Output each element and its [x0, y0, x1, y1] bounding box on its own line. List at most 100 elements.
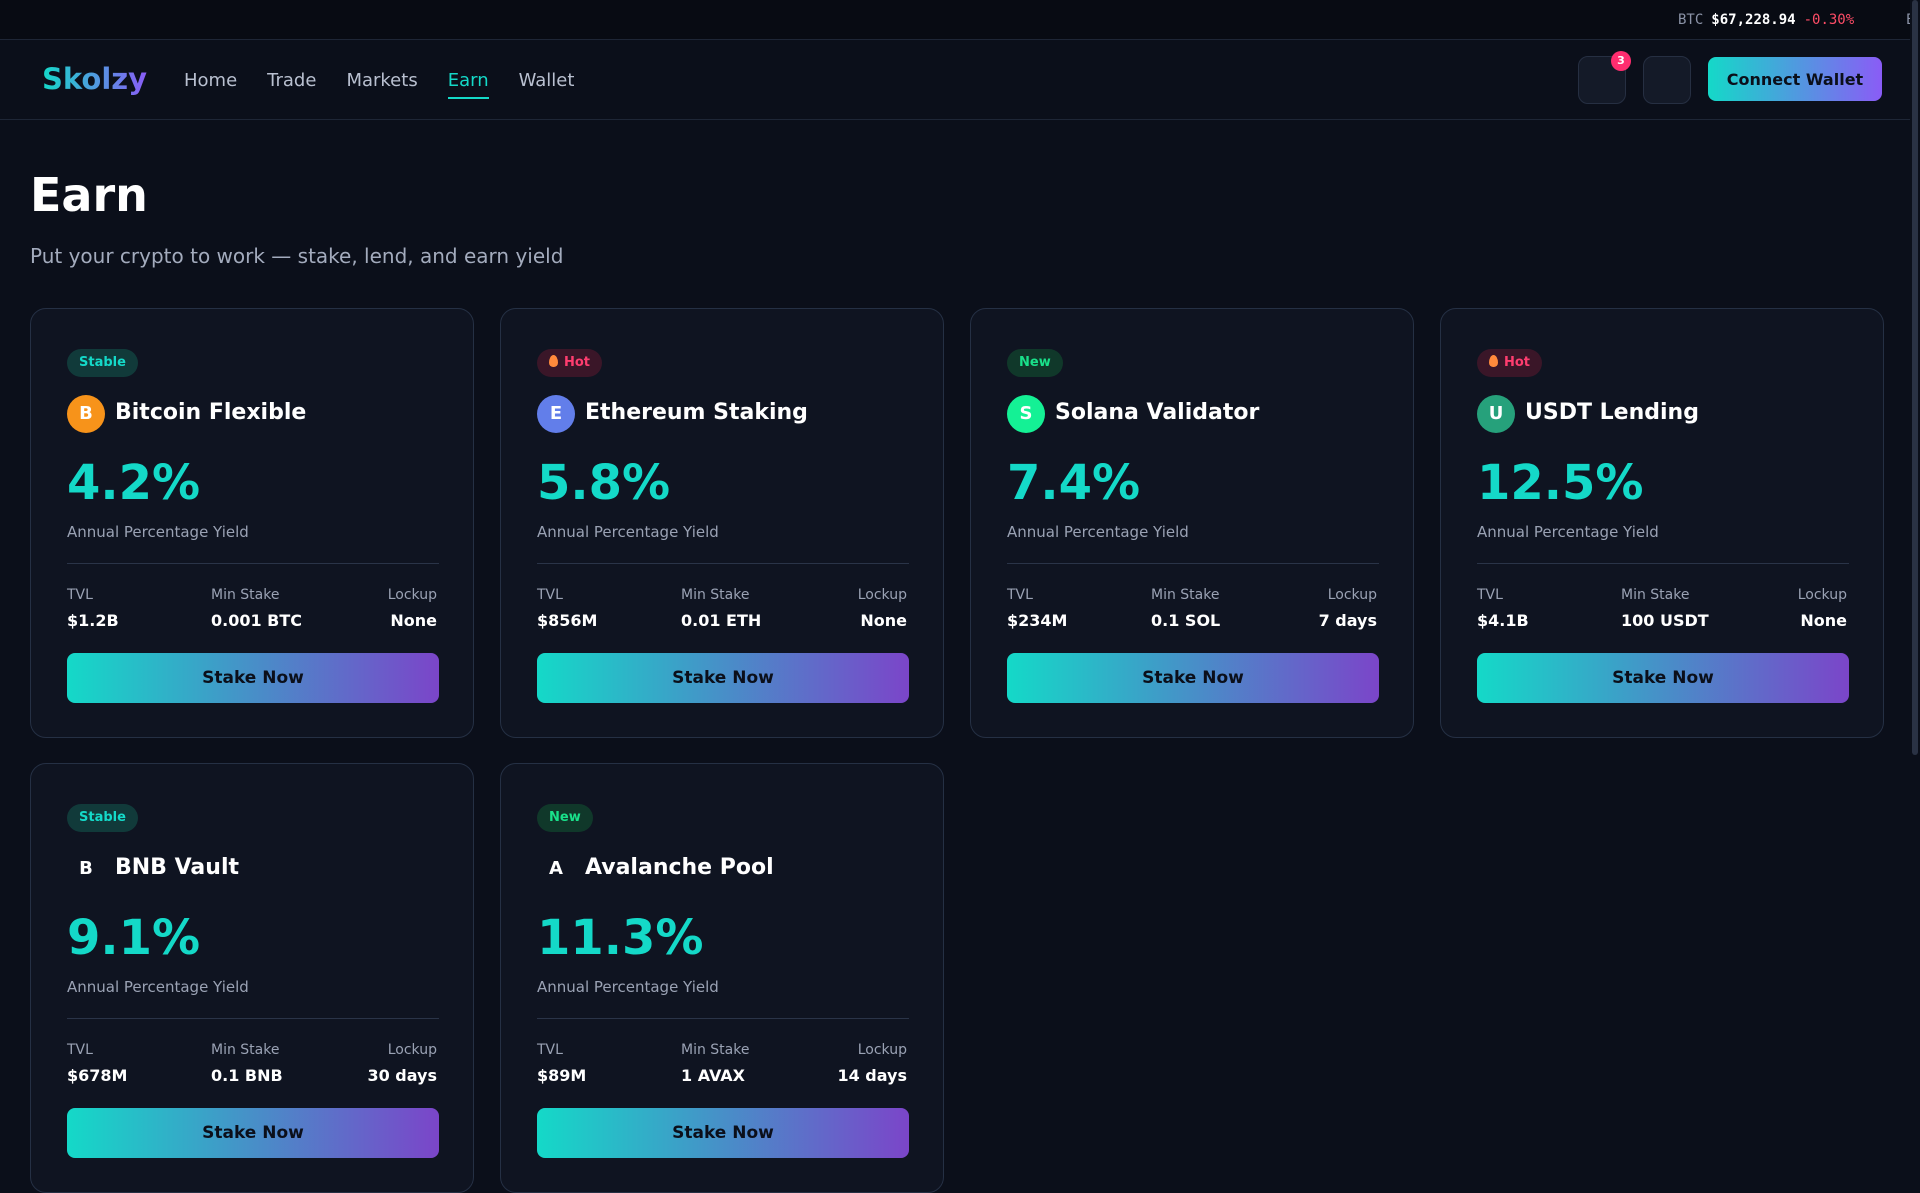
- stat-lockup-label: Lockup: [387, 587, 437, 603]
- card-divider: [67, 563, 439, 564]
- stat-tvl-value: $89M: [537, 1066, 587, 1085]
- card-name: Ethereum Staking: [585, 400, 808, 425]
- nav-links: Home Trade Markets Earn Wallet: [184, 70, 574, 99]
- stat-tvl: TVL $856M: [537, 587, 597, 630]
- stat-lockup-value: 30 days: [367, 1066, 437, 1085]
- apy-value: 4.2%: [67, 455, 201, 511]
- price-ticker: BTC$67,228.94-0.30% E: [0, 0, 1920, 40]
- stake-now-button[interactable]: Stake Now: [1007, 653, 1379, 703]
- earn-card-solana-validator: New S Solana Validator 7.4% Annual Perce…: [970, 308, 1414, 738]
- stat-lockup-label: Lockup: [387, 1042, 437, 1058]
- earn-card-usdt-lending: Hot U USDT Lending 12.5% Annual Percenta…: [1440, 308, 1884, 738]
- ticker-symbol: BTC: [1678, 12, 1704, 28]
- card-divider: [67, 1018, 439, 1019]
- card-tag-label: New: [1019, 355, 1051, 370]
- stat-lockup: Lockup 14 days: [837, 1042, 907, 1085]
- coin-icon: E: [537, 395, 575, 433]
- stat-tvl-label: TVL: [67, 1042, 93, 1058]
- stake-now-button[interactable]: Stake Now: [537, 1108, 909, 1158]
- card-name: Bitcoin Flexible: [115, 400, 307, 425]
- card-divider: [1007, 563, 1379, 564]
- page-subtitle: Put your crypto to work — stake, lend, a…: [30, 244, 564, 268]
- stat-lockup-value: None: [860, 611, 907, 630]
- stat-lockup-value: 7 days: [1318, 611, 1377, 630]
- stat-lockup-value: 14 days: [837, 1066, 907, 1085]
- stat-tvl-label: TVL: [67, 587, 93, 603]
- nav-link-home[interactable]: Home: [184, 70, 238, 91]
- card-tag-label: Stable: [79, 810, 126, 825]
- coin-icon: S: [1007, 395, 1045, 433]
- apy-value: 12.5%: [1477, 455, 1644, 511]
- apy-value: 5.8%: [537, 455, 671, 511]
- stat-min-stake-label: Min Stake: [681, 587, 750, 603]
- stat-lockup: Lockup None: [1798, 587, 1847, 630]
- stat-min-stake-value: 0.1 BNB: [211, 1066, 283, 1085]
- stat-min-stake: Min Stake 100 USDT: [1621, 587, 1709, 630]
- stat-tvl: TVL $234M: [1007, 587, 1067, 630]
- stat-min-stake: Min Stake 0.01 ETH: [681, 587, 761, 630]
- stat-lockup: Lockup 30 days: [367, 1042, 437, 1085]
- stake-now-button[interactable]: Stake Now: [537, 653, 909, 703]
- stat-tvl-label: TVL: [537, 1042, 563, 1058]
- card-tag-label: New: [549, 810, 581, 825]
- stat-min-stake-value: 1 AVAX: [681, 1066, 746, 1085]
- card-tag-label: Stable: [79, 355, 126, 370]
- apy-label: Annual Percentage Yield: [1007, 523, 1189, 541]
- scrollbar-thumb[interactable]: [1912, 0, 1918, 755]
- stat-tvl-value: $4.1B: [1477, 611, 1529, 630]
- stat-lockup-label: Lockup: [857, 1042, 907, 1058]
- card-tag: Hot: [537, 349, 603, 377]
- stat-min-stake-value: 0.001 BTC: [211, 611, 303, 630]
- apy-label: Annual Percentage Yield: [67, 523, 249, 541]
- stat-lockup: Lockup None: [388, 587, 437, 630]
- stat-min-stake-label: Min Stake: [211, 1042, 280, 1058]
- apy-label: Annual Percentage Yield: [1477, 523, 1659, 541]
- card-name: USDT Lending: [1525, 400, 1699, 425]
- card-divider: [1477, 563, 1849, 564]
- stat-tvl: TVL $1.2B: [67, 587, 119, 630]
- stake-now-button[interactable]: Stake Now: [67, 653, 439, 703]
- settings-button[interactable]: [1643, 56, 1691, 104]
- stat-min-stake: Min Stake 0.1 SOL: [1151, 587, 1220, 630]
- stat-lockup-value: None: [390, 611, 437, 630]
- stat-lockup-label: Lockup: [857, 587, 907, 603]
- card-tag: New: [537, 804, 593, 832]
- notification-count-badge: 3: [1611, 51, 1631, 71]
- stat-lockup-label: Lockup: [1327, 587, 1377, 603]
- stat-min-stake-label: Min Stake: [211, 587, 280, 603]
- nav-link-earn[interactable]: Earn: [447, 70, 489, 99]
- nav-link-wallet[interactable]: Wallet: [518, 70, 575, 91]
- stat-tvl: TVL $89M: [537, 1042, 586, 1085]
- card-tag: New: [1007, 349, 1063, 377]
- ticker-item-btc: BTC $67,228.94 -0.30%: [1678, 12, 1854, 28]
- logo[interactable]: Skolzy: [42, 62, 148, 96]
- apy-value: 11.3%: [537, 910, 704, 966]
- coin-icon: B: [67, 395, 105, 433]
- earn-card-ethereum-staking: Hot E Ethereum Staking 5.8% Annual Perce…: [500, 308, 944, 738]
- card-divider: [537, 563, 909, 564]
- stat-min-stake-label: Min Stake: [1151, 587, 1220, 603]
- stake-now-button[interactable]: Stake Now: [1477, 653, 1849, 703]
- nav-link-markets[interactable]: Markets: [346, 70, 418, 91]
- ticker-change: -0.30%: [1803, 12, 1855, 28]
- coin-icon: A: [549, 858, 563, 879]
- scrollbar[interactable]: [1910, 0, 1920, 1080]
- card-tag: Hot: [1477, 349, 1543, 377]
- page-title: Earn: [30, 168, 148, 222]
- stat-tvl-value: $1.2B: [67, 611, 119, 630]
- apy-label: Annual Percentage Yield: [537, 523, 719, 541]
- earn-card-avalanche-pool: New A Avalanche Pool 11.3% Annual Percen…: [500, 763, 944, 1193]
- card-tag: Stable: [67, 349, 138, 377]
- card-name: BNB Vault: [115, 855, 239, 880]
- apy-value: 9.1%: [67, 910, 201, 966]
- stat-lockup-label: Lockup: [1797, 587, 1847, 603]
- flame-icon: [549, 355, 558, 367]
- card-tag-label: Hot: [1504, 355, 1531, 370]
- notifications-button[interactable]: 3: [1578, 51, 1631, 104]
- stake-now-button[interactable]: Stake Now: [67, 1108, 439, 1158]
- connect-wallet-button[interactable]: Connect Wallet: [1708, 57, 1882, 101]
- card-divider: [537, 1018, 909, 1019]
- stat-tvl-label: TVL: [537, 587, 563, 603]
- nav-link-trade[interactable]: Trade: [267, 70, 317, 91]
- stat-tvl: TVL $4.1B: [1477, 587, 1529, 630]
